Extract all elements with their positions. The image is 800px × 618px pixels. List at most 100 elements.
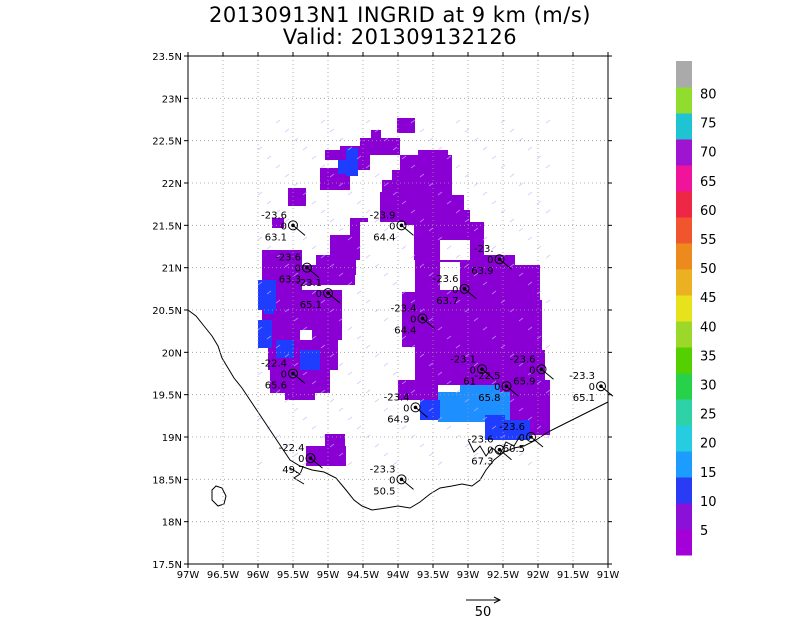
wind-barb (292, 373, 306, 384)
wind-arrow (257, 281, 263, 286)
wind-cell (415, 345, 465, 385)
wind-arrow (392, 146, 398, 151)
wind-arrow (491, 335, 497, 340)
wind-arrow (293, 317, 299, 322)
wind-cell (382, 180, 402, 192)
wind-arrow (545, 344, 551, 349)
station-speed: 63.3 (279, 275, 301, 286)
wind-arrow (365, 164, 371, 169)
x-tick-label: 93.5W (417, 570, 449, 581)
wind-arrow (491, 380, 497, 385)
wind-arrow (311, 155, 317, 160)
wind-arrow (284, 308, 290, 313)
wind-arrow (293, 407, 299, 412)
colorbar-label: 5 (700, 524, 708, 539)
wind-cell (346, 148, 358, 176)
wind-arrow (275, 164, 281, 169)
wind-arrow (518, 362, 524, 367)
wind-arrow (392, 371, 398, 376)
station-zero: 0 (316, 289, 322, 300)
station-circle (288, 220, 298, 231)
station-circle (396, 474, 407, 485)
wind-arrow (419, 443, 425, 448)
station-circle (477, 364, 487, 375)
wind-arrow (311, 380, 317, 385)
station-speed: 60.5 (503, 444, 525, 455)
wind-arrow (446, 245, 452, 250)
wind-cell (360, 250, 400, 310)
wind-arrow (527, 326, 533, 331)
wind-cell (258, 320, 272, 348)
station-temp: -22.4 (279, 443, 305, 454)
wind-arrow (428, 272, 434, 277)
colorbar-swatch (676, 321, 692, 348)
wind-arrow (437, 281, 443, 286)
y-tick-label: 21.5N (152, 221, 182, 232)
wind-arrow (293, 452, 299, 457)
wind-arrow (338, 317, 344, 322)
station-zero: 0 (487, 446, 493, 457)
wind-arrow (446, 200, 452, 205)
station-zero: 0 (281, 221, 287, 232)
x-tick-label: 93W (457, 570, 480, 581)
station-speed: 49.7 (282, 465, 304, 476)
wind-arrow (329, 218, 335, 223)
wind-arrow (500, 344, 506, 349)
wind-arrow (365, 209, 371, 214)
station-speed: 64.4 (394, 325, 416, 336)
wind-arrow (464, 353, 470, 358)
wind-arrow (257, 326, 263, 331)
y-tick-label: 23N (162, 94, 182, 105)
wind-arrow (401, 155, 407, 160)
wind-arrow (383, 317, 389, 322)
station-temp: -23.1 (450, 354, 476, 365)
wind-arrow (473, 452, 479, 457)
colorbar-label: 35 (700, 349, 717, 364)
wind-arrow (347, 236, 353, 241)
wind-arrow (347, 371, 353, 376)
colorbar-label: 20 (700, 437, 717, 452)
station-zero: 0 (389, 475, 395, 486)
wind-arrow (500, 209, 506, 214)
wind-arrow (518, 227, 524, 232)
wind-cell (276, 340, 294, 358)
wind-arrow (257, 371, 263, 376)
wind-arrow (392, 326, 398, 331)
wind-arrow (284, 173, 290, 178)
wind-cell (272, 218, 284, 228)
wind-arrow (302, 191, 308, 196)
reference-vector-label: 50 (475, 605, 492, 618)
wind-arrow (338, 407, 344, 412)
wind-barb (506, 385, 519, 397)
wind-arrow (338, 452, 344, 457)
wind-arrow (491, 245, 497, 250)
station-speed: 63.7 (436, 296, 458, 307)
wind-arrow (482, 191, 488, 196)
wind-arrow (446, 290, 452, 295)
wind-cell (330, 235, 360, 260)
coastline (187, 309, 609, 511)
wind-cell (460, 385, 500, 395)
wind-arrow (482, 326, 488, 331)
wind-arrow (509, 398, 515, 403)
wind-arrow (320, 434, 326, 439)
axis-ticks: 97W 96.5W 96W 95.5W 95W 94.5W 94W 93.5W 93W 92.5W… (152, 52, 619, 581)
station-speed: 63.9 (471, 266, 493, 277)
station-temp: -23.4 (384, 392, 410, 403)
wind-cell (480, 255, 515, 285)
wind-arrow (410, 389, 416, 394)
station-zero: 0 (295, 264, 301, 275)
wind-arrow (356, 245, 362, 250)
wind-arrow (266, 290, 272, 295)
wind-barb (499, 258, 512, 270)
wind-barb (415, 406, 428, 418)
wind-arrow (383, 182, 389, 187)
wind-cell (500, 420, 530, 440)
wind-arrow (374, 353, 380, 358)
wind-arrow (392, 416, 398, 421)
